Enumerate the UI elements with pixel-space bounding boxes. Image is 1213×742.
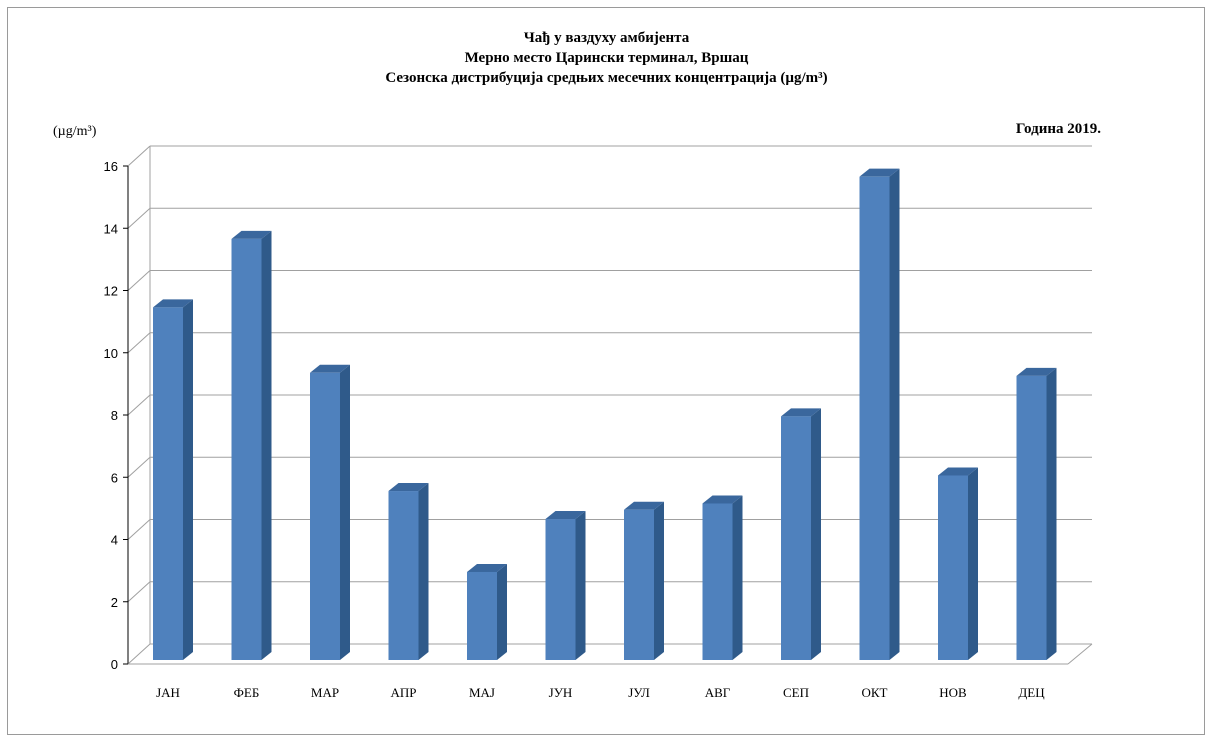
bar-side-СЕП <box>811 408 821 660</box>
bar-ЈУН <box>545 519 576 660</box>
bar-top-ФЕБ <box>231 230 272 239</box>
bar-side-АВГ <box>732 495 743 660</box>
bar-МАР <box>310 372 340 660</box>
bar-side-ОКТ <box>889 168 900 661</box>
y-axis-unit-label: (µg/m³) <box>53 124 97 139</box>
chart-title-line-3: Сезонска дистрибуција средњих месечних к… <box>385 70 828 86</box>
grid-connector-12 <box>127 270 151 291</box>
grid-connector-6 <box>127 456 151 478</box>
bar-side-ФЕБ <box>261 230 272 661</box>
bar-top-ДЕЦ <box>1016 367 1057 376</box>
x-tick-label-АВГ: АВГ <box>705 685 731 700</box>
y-tick-label-0: 0 <box>111 657 118 672</box>
x-tick-label-НОВ: НОВ <box>939 685 967 700</box>
y-tick-label-12: 12 <box>104 284 118 299</box>
y-tick-label-2: 2 <box>111 595 118 610</box>
grid-connector-0 <box>127 643 151 665</box>
y-tick-label-4: 4 <box>111 533 118 548</box>
bar-top-ЈУЛ <box>624 501 664 510</box>
grid-connector-10 <box>127 332 151 354</box>
bar-side-АПР <box>418 483 429 660</box>
chart-title-line-2: Мерно место Царински терминал, Вршац <box>464 50 749 66</box>
bar-АПР <box>388 491 419 660</box>
bar-side-ЈУЛ <box>654 501 664 660</box>
grid-connector-4 <box>127 519 151 540</box>
y-tick-label-14: 14 <box>104 221 118 236</box>
bar-ДЕЦ <box>1016 375 1047 660</box>
grid-connector-14 <box>127 207 151 229</box>
floor-right-edge <box>1067 643 1093 665</box>
bar-МАЈ <box>467 571 497 660</box>
bar-top-АПР <box>388 483 429 492</box>
chart-title-line-1: Чађ у ваздуху амбијента <box>523 30 690 46</box>
x-tick-label-ОКТ: ОКТ <box>862 685 888 700</box>
x-tick-label-ФЕБ: ФЕБ <box>234 685 260 700</box>
y-tick-label-6: 6 <box>111 470 118 485</box>
x-tick-label-ЈУЛ: ЈУЛ <box>628 685 650 700</box>
bar-ФЕБ <box>231 238 262 661</box>
x-tick-label-ДЕЦ: ДЕЦ <box>1018 685 1045 700</box>
bar-top-НОВ <box>938 467 978 476</box>
bar-НОВ <box>938 475 968 660</box>
bar-side-МАР <box>340 364 350 660</box>
x-tick-label-МАР: МАР <box>311 685 339 700</box>
bar-top-МАР <box>310 364 350 373</box>
bar-ЈУЛ <box>624 509 654 660</box>
chart-title-block: Чађ у ваздуху амбијента Мерно место Цари… <box>0 28 1213 88</box>
grid-connector-8 <box>127 394 151 416</box>
bar-side-НОВ <box>968 467 978 660</box>
year-label: Година 2019. <box>1015 121 1101 137</box>
bar-side-ЈАН <box>183 299 193 660</box>
grid-connector-2 <box>127 581 151 603</box>
y-tick-label-8: 8 <box>111 408 118 423</box>
bar-top-МАЈ <box>467 563 507 572</box>
bar-top-АВГ <box>702 495 743 504</box>
x-tick-label-СЕП: СЕП <box>783 685 809 700</box>
bar-top-ЈУН <box>545 511 586 520</box>
bar-side-МАЈ <box>497 563 507 660</box>
bar-side-ДЕЦ <box>1046 367 1057 660</box>
bar-ОКТ <box>859 176 890 661</box>
bar-СЕП <box>781 416 811 660</box>
y-tick-label-16: 16 <box>104 159 118 174</box>
bar-side-ЈУН <box>575 511 586 660</box>
x-tick-label-ЈУН: ЈУН <box>549 685 573 700</box>
grid-connector-16 <box>127 145 151 167</box>
bar-ЈАН <box>153 307 183 660</box>
bar-top-СЕП <box>781 408 821 417</box>
x-tick-label-АПР: АПР <box>390 685 416 700</box>
y-tick-label-10: 10 <box>104 346 118 361</box>
bar-АВГ <box>702 503 733 660</box>
bar-top-ЈАН <box>153 299 193 308</box>
x-tick-label-МАЈ: МАЈ <box>469 685 495 700</box>
bar-top-ОКТ <box>859 168 900 177</box>
chart-frame <box>7 7 1205 735</box>
x-tick-label-ЈАН: ЈАН <box>156 685 180 700</box>
